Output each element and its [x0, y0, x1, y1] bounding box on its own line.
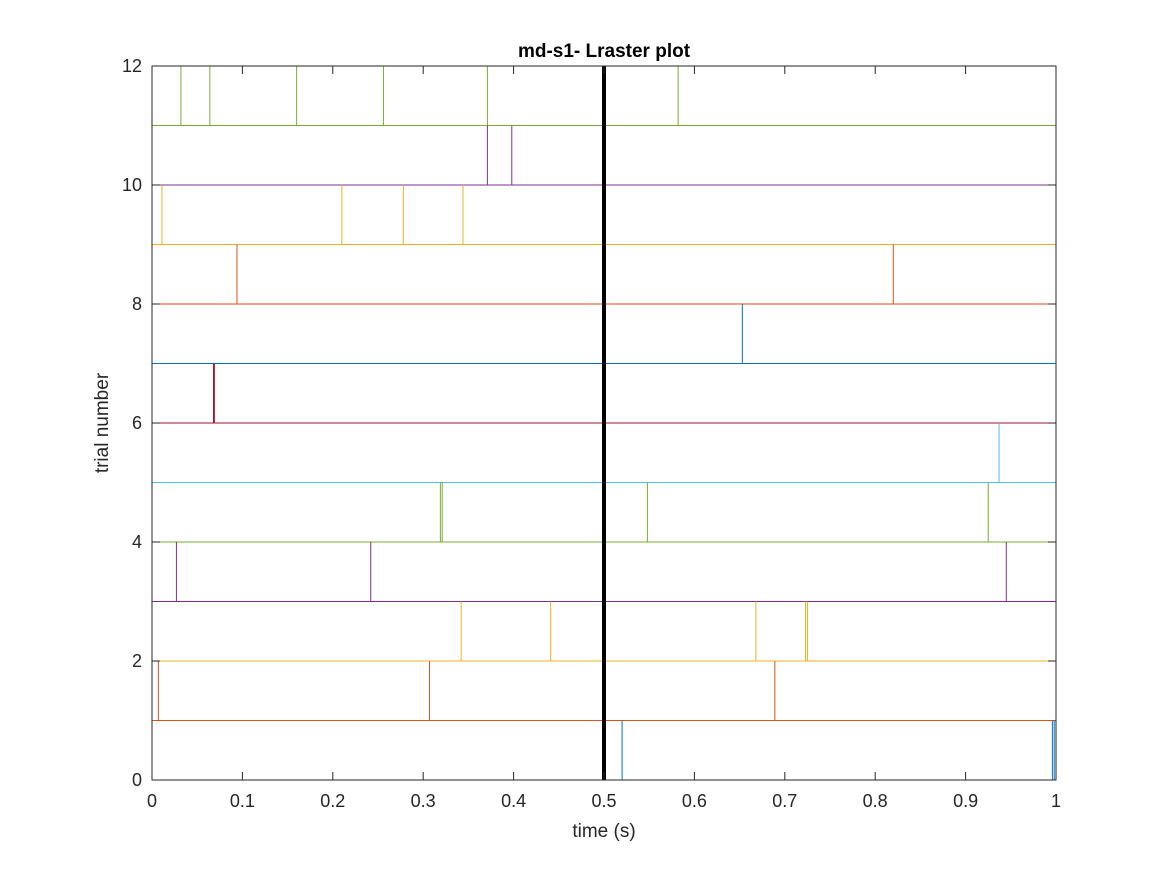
spike-marks [157, 66, 1055, 780]
y-tick-label: 6 [132, 413, 142, 433]
y-axis-label: trial number [92, 372, 113, 473]
x-tick-label: 0 [147, 791, 157, 811]
x-tick-label: 0.2 [320, 791, 345, 811]
x-tick-label: 0.1 [230, 791, 255, 811]
x-tick-label: 0.4 [501, 791, 526, 811]
x-tick-label: 0.8 [863, 791, 888, 811]
y-tick-label: 12 [122, 56, 142, 76]
y-tick-label: 8 [132, 294, 142, 314]
x-tick-label: 0.7 [772, 791, 797, 811]
y-tick-label: 2 [132, 651, 142, 671]
x-tick-label: 0.6 [682, 791, 707, 811]
y-tick-label: 10 [122, 175, 142, 195]
x-tick-label: 0.9 [953, 791, 978, 811]
chart-title: md-s1- Lraster plot [518, 41, 691, 62]
x-tick-label: 0.5 [591, 791, 616, 811]
y-tick-label: 4 [132, 532, 142, 552]
x-axis-label: time (s) [572, 821, 635, 842]
y-tick-label: 0 [132, 770, 142, 790]
x-tick-label: 0.3 [411, 791, 436, 811]
x-tick-label: 1 [1051, 791, 1061, 811]
